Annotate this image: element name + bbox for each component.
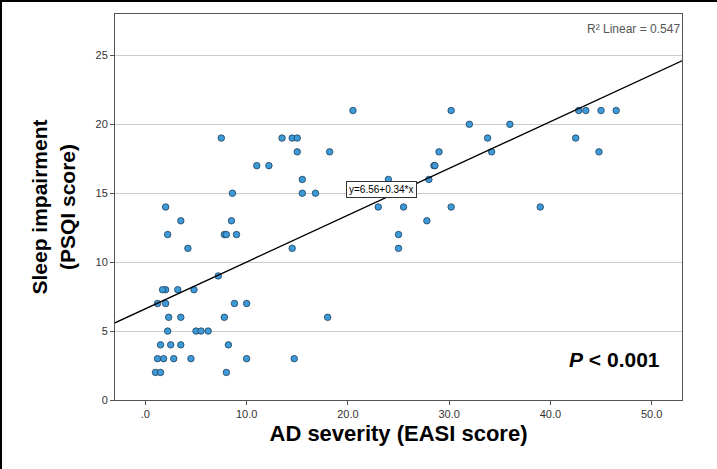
svg-text:5: 5 (102, 325, 108, 337)
svg-text:R² Linear = 0.547: R² Linear = 0.547 (587, 22, 680, 36)
svg-text:P < 0.001: P < 0.001 (569, 348, 660, 371)
svg-text:40.0: 40.0 (540, 408, 561, 420)
svg-text:y=6.56+0.34*x: y=6.56+0.34*x (349, 184, 414, 195)
svg-text:20: 20 (96, 118, 108, 130)
svg-text:AD severity (EASI score): AD severity (EASI score) (270, 421, 528, 446)
svg-text:.0: .0 (141, 408, 150, 420)
svg-text:10.0: 10.0 (236, 408, 257, 420)
svg-text:10: 10 (96, 256, 108, 268)
svg-text:30.0: 30.0 (438, 408, 459, 420)
svg-text:Sleep impairment(PSQI score): Sleep impairment(PSQI score) (28, 119, 78, 294)
svg-text:20.0: 20.0 (337, 408, 358, 420)
svg-text:0: 0 (102, 394, 108, 406)
svg-text:25: 25 (96, 49, 108, 61)
svg-text:15: 15 (96, 187, 108, 199)
svg-text:50.0: 50.0 (641, 408, 662, 420)
